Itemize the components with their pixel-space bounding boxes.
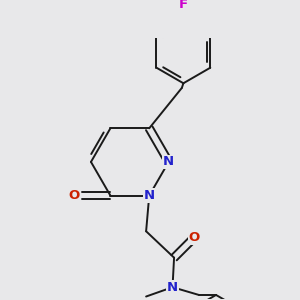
Text: N: N [144, 189, 155, 202]
Text: N: N [167, 281, 178, 294]
Text: N: N [163, 155, 174, 168]
Text: F: F [179, 0, 188, 11]
Text: O: O [189, 231, 200, 244]
Text: O: O [68, 189, 80, 202]
